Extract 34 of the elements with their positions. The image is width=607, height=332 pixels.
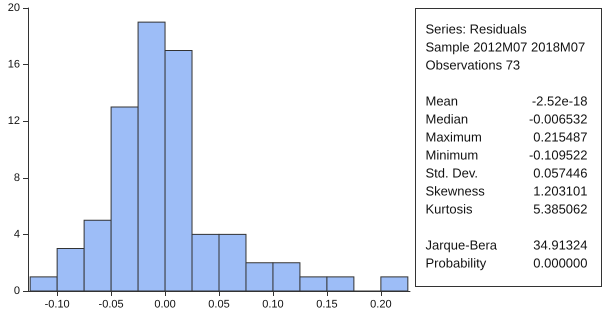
- text: Series: Residuals: [426, 22, 528, 36]
- text: Maximum: [426, 130, 482, 144]
- text: 0.215487: [533, 130, 588, 144]
- text: -0.006532: [528, 112, 588, 126]
- y-tick-label: 16: [8, 58, 20, 71]
- text: 1.203101: [533, 184, 588, 198]
- text: Std. Dev.: [426, 166, 478, 180]
- y-tick-label: 4: [14, 228, 20, 240]
- text: Sample 2012M07 2018M07: [426, 40, 586, 54]
- x-tick-label: -0.05: [98, 298, 124, 310]
- text: 5.385062: [533, 202, 588, 216]
- text: Skewness: [426, 184, 486, 198]
- text: Median: [426, 112, 468, 126]
- x-tick-label: 0.05: [208, 298, 230, 310]
- x-tick-label: 0.00: [154, 298, 176, 310]
- text: Jarque-Bera: [426, 238, 498, 252]
- text: Mean: [426, 94, 458, 108]
- text: Observations 73: [426, 58, 520, 72]
- x-tick-label: 0.10: [262, 298, 284, 310]
- text: 0.057446: [533, 166, 588, 180]
- text: Probability: [426, 256, 487, 270]
- y-tick-label: 0: [14, 285, 20, 297]
- text: 0.000000: [533, 256, 588, 270]
- y-tick-label: 12: [8, 115, 20, 128]
- text: Minimum: [426, 148, 478, 162]
- y-tick-label: 20: [8, 2, 20, 14]
- text: -0.109522: [528, 148, 588, 162]
- x-tick-label: 0.15: [316, 298, 338, 310]
- x-tick-label: 0.20: [370, 298, 392, 310]
- text: 34.91324: [533, 238, 588, 252]
- y-tick-label: 8: [14, 172, 20, 184]
- text: Kurtosis: [426, 202, 473, 216]
- text: -2.52e-18: [532, 94, 588, 108]
- x-tick-label: -0.10: [44, 298, 70, 310]
